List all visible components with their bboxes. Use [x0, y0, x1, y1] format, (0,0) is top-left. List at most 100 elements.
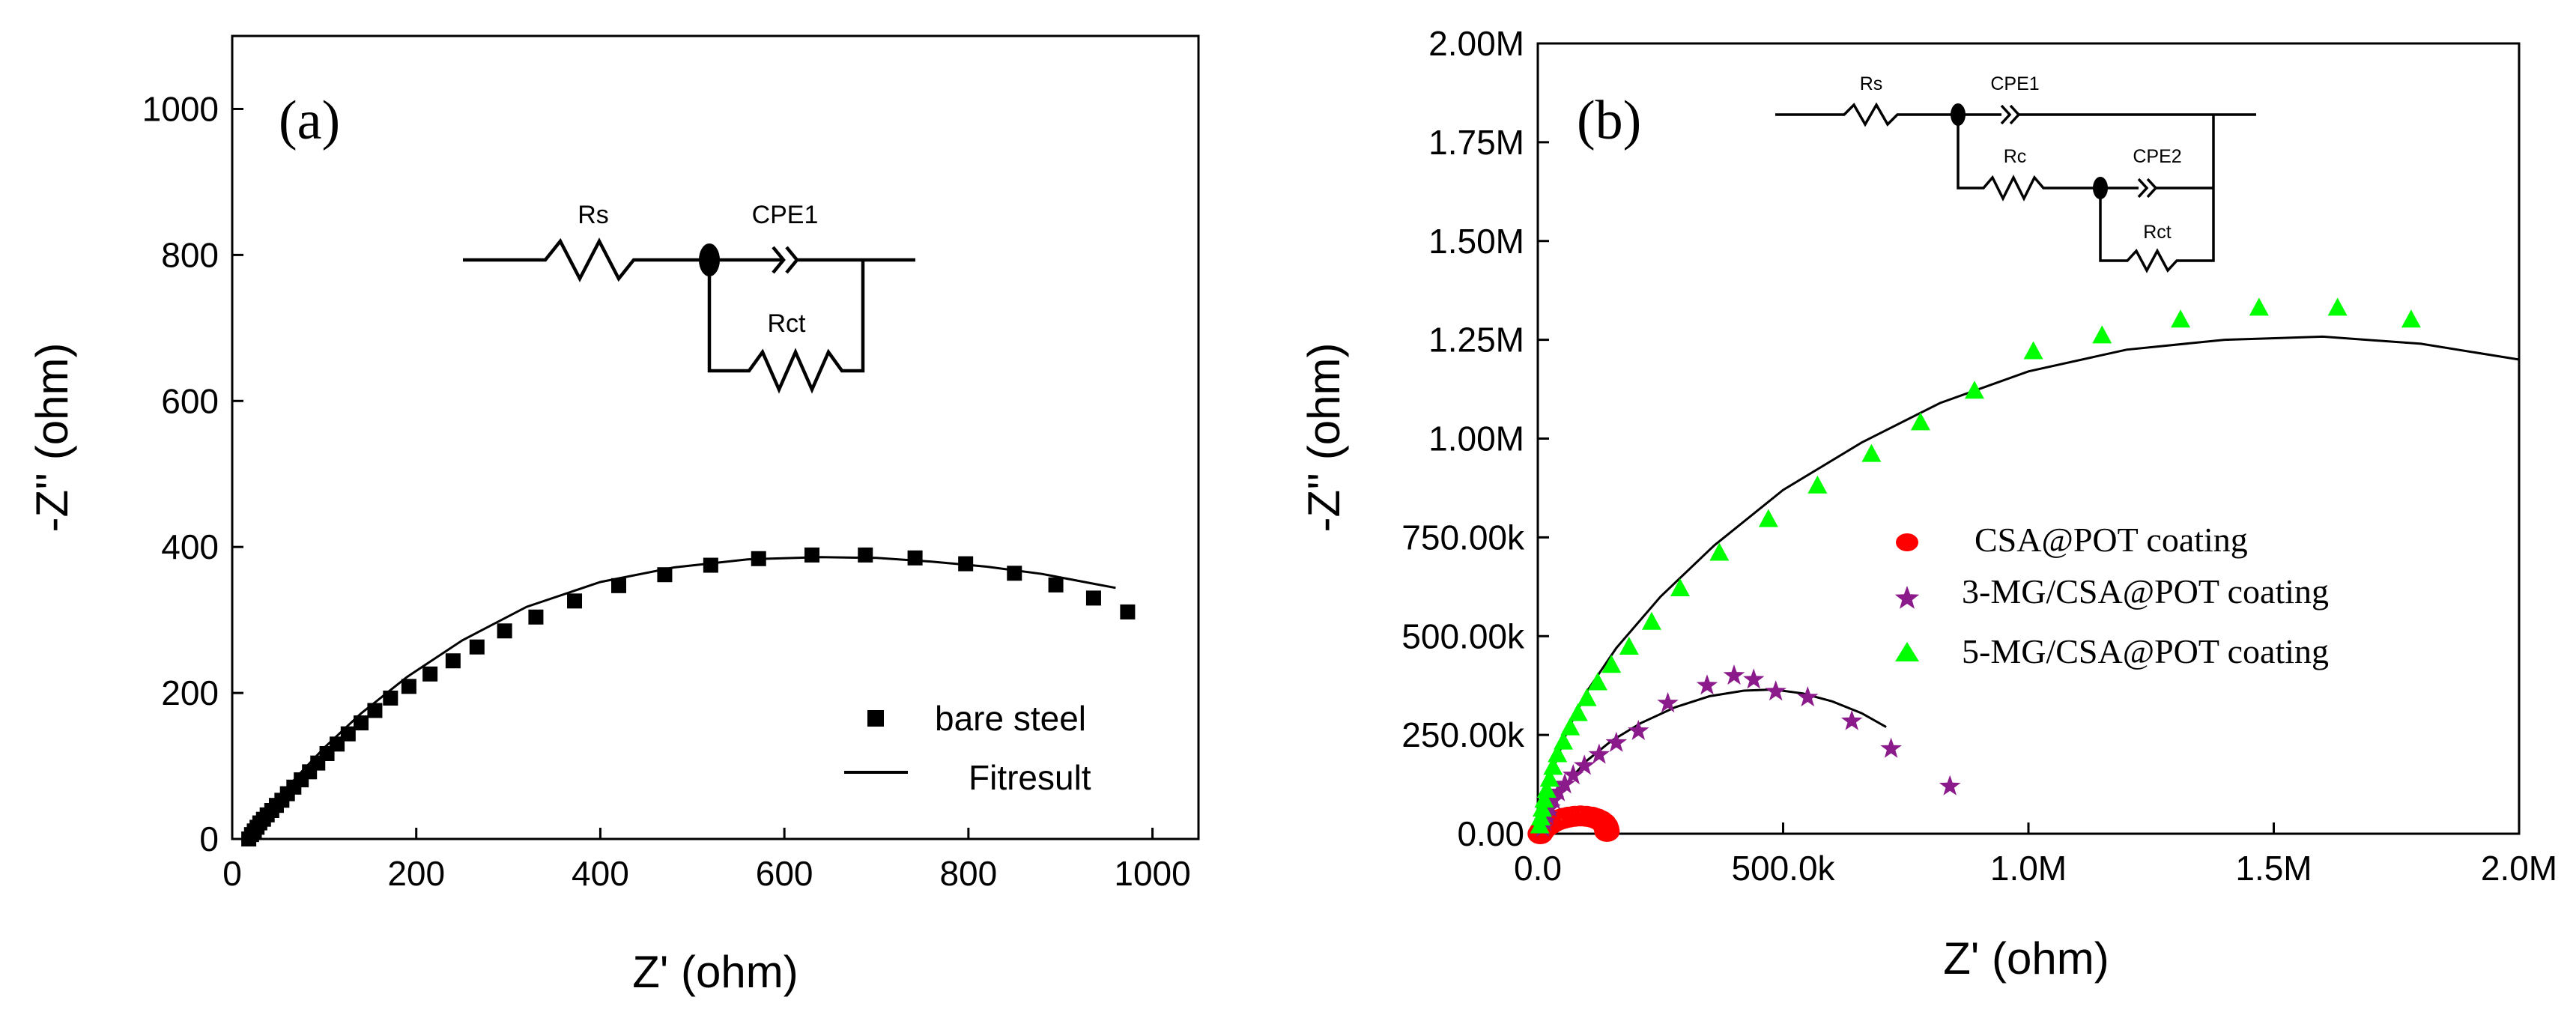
- panel-a-circuit-label-rct: Rct: [768, 309, 807, 338]
- panel-a-point-bare-steel: [445, 653, 461, 669]
- panel-b-y-tick-label: 1.25M: [1428, 321, 1524, 360]
- panel-b-circuit-rct-resistor: [2099, 188, 2215, 273]
- panel-b-point-3-mg-csa-pot-coating: [1840, 709, 1863, 730]
- panel-b-y-tick-label: 2.00M: [1428, 24, 1524, 63]
- panel-b-circuit-label-rs: Rs: [1860, 73, 1883, 94]
- panel-b-series: [1527, 297, 2520, 844]
- panel-a-point-bare-steel: [657, 567, 673, 583]
- panel-b-point-5-mg-csa-pot-coating: [1758, 509, 1778, 527]
- panel-a-point-bare-steel: [367, 703, 383, 718]
- panel-a-label: (a): [279, 90, 340, 151]
- panel-b-point-5-mg-csa-pot-coating: [1910, 412, 1930, 431]
- panel-b-point-5-mg-csa-pot-coating: [1534, 790, 1554, 808]
- panel-b-point-5-mg-csa-pot-coating: [1670, 578, 1690, 596]
- panel-b-y-tick-label: 1.00M: [1428, 419, 1524, 458]
- panel-a-y-axis-title: -Z'' (ohm): [27, 343, 77, 533]
- panel-a-circuit-rct-resistor: [707, 260, 865, 394]
- panel-b-y-tick-label: 1.75M: [1428, 123, 1524, 162]
- panel-a-y-tick-label: 200: [161, 673, 219, 712]
- panel-a-circuit-label-cpe1: CPE1: [752, 201, 819, 229]
- panel-b-point-5-mg-csa-pot-coating: [2092, 325, 2112, 344]
- panel-b-point-3-mg-csa-pot-coating: [1696, 674, 1718, 695]
- panel-b-point-3-mg-csa-pot-coating: [1605, 731, 1628, 752]
- panel-a-x-tick-label: 1000: [1114, 854, 1190, 893]
- panel-b-y-tick-label: 0.00: [1457, 814, 1524, 853]
- panel-a-point-bare-steel: [611, 578, 626, 593]
- panel-a-point-bare-steel: [751, 551, 766, 566]
- panel-a-point-bare-steel: [703, 557, 718, 573]
- panel-b-circuit-rs-resistor: [1775, 102, 1957, 127]
- panel-b-plot-frame: [1536, 42, 2521, 835]
- panel-a-x-tick-label: 400: [572, 854, 629, 893]
- panel-a-point-bare-steel: [858, 547, 873, 563]
- panel-b-equivalent-circuit: Rs CPE1 Rc CPE2 Rct: [1775, 73, 2256, 273]
- panel-a-circuit-rs-resistor: [463, 237, 700, 282]
- panel-a-legend-marker-bare-steel: [867, 710, 884, 727]
- panel-b-fit-line-3-mg-fit: [1542, 688, 1887, 827]
- panel-a-point-bare-steel: [1048, 577, 1064, 593]
- panel-a-point-bare-steel: [1007, 566, 1022, 581]
- panel-b-point-3-mg-csa-pot-coating: [1554, 773, 1576, 794]
- panel-a-x-tick-label: 800: [939, 854, 997, 893]
- panel-a-point-bare-steel: [354, 715, 369, 731]
- panel-b-point-5-mg-csa-pot-coating: [1532, 799, 1552, 817]
- panel-b-x-tick-label: 1.0M: [1990, 849, 2067, 888]
- panel-a-point-bare-steel: [1085, 590, 1101, 606]
- panel-b-point-5-mg-csa-pot-coating: [1554, 731, 1574, 750]
- panel-b-point-5-mg-csa-pot-coating: [1807, 475, 1828, 494]
- panel-b-circuit-label-rct: Rct: [2143, 222, 2172, 243]
- panel-b-point-3-mg-csa-pot-coating: [1562, 763, 1584, 785]
- panel-b-point-5-mg-csa-pot-coating: [1641, 611, 1661, 630]
- panel-b-point-3-mg-csa-pot-coating: [1548, 781, 1569, 802]
- panel-b-x-tick-label: 500.0k: [1731, 849, 1835, 888]
- panel-b-y-tick-label: 1.50M: [1428, 222, 1524, 261]
- panel-b-chart: Rs CPE1 Rc CPE2 Rct (b) 0.0 500.0k 1.0M 1.5…: [1299, 24, 2557, 984]
- panel-a-x-tick-label: 200: [387, 854, 445, 893]
- panel-a-point-bare-steel: [401, 679, 416, 694]
- panel-b-point-5-mg-csa-pot-coating: [1543, 757, 1563, 775]
- panel-b-point-5-mg-csa-pot-coating: [1536, 779, 1557, 798]
- panel-a-y-tick-label: 800: [161, 235, 219, 274]
- panel-a-circuit-label-rs: Rs: [578, 201, 609, 229]
- panel-b-point-5-mg-csa-pot-coating: [1964, 381, 1984, 399]
- panel-b-point-5-mg-csa-pot-coating: [2171, 309, 2191, 328]
- panel-b-x-tick-label: 2.0M: [2481, 849, 2557, 888]
- panel-b-point-5-mg-csa-pot-coating: [1577, 688, 1597, 706]
- panel-b-y-axis-title: -Z'' (ohm): [1299, 343, 1349, 533]
- panel-b-point-5-mg-csa-pot-coating: [2401, 309, 2421, 328]
- panel-b-point-3-mg-csa-pot-coating: [1574, 754, 1595, 775]
- panel-b-x-axis-title: Z' (ohm): [1943, 933, 2109, 984]
- panel-b-point-3-mg-csa-pot-coating: [1588, 743, 1610, 764]
- panel-b-circuit-cpe1: [2000, 104, 2012, 125]
- panel-b-legend: CSA@POT coating 3-MG/CSA@POT coating 5-M…: [1894, 521, 2329, 670]
- panel-a-point-bare-steel: [383, 690, 398, 706]
- panel-a-point-bare-steel: [528, 609, 544, 625]
- panel-b-point-5-mg-csa-pot-coating: [1560, 717, 1581, 736]
- panel-b-point-3-mg-csa-pot-coating: [1765, 680, 1786, 701]
- panel-b-legend-label-5mg: 5-MG/CSA@POT coating: [1962, 632, 2329, 670]
- panel-b-point-5-mg-csa-pot-coating: [1539, 769, 1560, 787]
- panel-b-point-5-mg-csa-pot-coating: [1568, 703, 1588, 721]
- panel-b-point-3-mg-csa-pot-coating: [1742, 668, 1765, 689]
- panel-a-point-bare-steel: [497, 623, 512, 639]
- panel-b-x-tick-label: 0.0: [1514, 849, 1562, 888]
- panel-b-x-tick-label: 1.5M: [2235, 849, 2312, 888]
- panel-a-axis-ticks: 0 200 400 600 800 1000 0 200 400 600 800 1000: [142, 89, 1191, 893]
- panel-b-point-5-mg-csa-pot-coating: [1709, 542, 1730, 561]
- panel-b-circuit-label-rc: Rc: [2004, 146, 2027, 167]
- panel-b-point-5-mg-csa-pot-coating: [1861, 443, 1882, 462]
- panel-a-point-bare-steel: [804, 547, 819, 563]
- panel-b-point-3-mg-csa-pot-coating: [1880, 737, 1902, 758]
- panel-a-y-tick-label: 400: [161, 527, 219, 566]
- panel-a-point-bare-steel: [422, 666, 438, 682]
- panel-b-label: (b): [1577, 90, 1641, 151]
- panel-b-circuit-label-cpe2: CPE2: [2133, 146, 2181, 167]
- panel-a-x-axis-title: Z' (ohm): [632, 947, 798, 997]
- panel-b-point-5-mg-csa-pot-coating: [1548, 744, 1568, 763]
- panel-a-point-bare-steel: [340, 726, 356, 742]
- panel-b-point-5-mg-csa-pot-coating: [1587, 672, 1607, 691]
- panel-b-point-3-mg-csa-pot-coating: [1939, 775, 1961, 796]
- panel-b-point-csa-pot-coating: [1594, 820, 1620, 842]
- panel-a-y-tick-label: 1000: [142, 89, 219, 128]
